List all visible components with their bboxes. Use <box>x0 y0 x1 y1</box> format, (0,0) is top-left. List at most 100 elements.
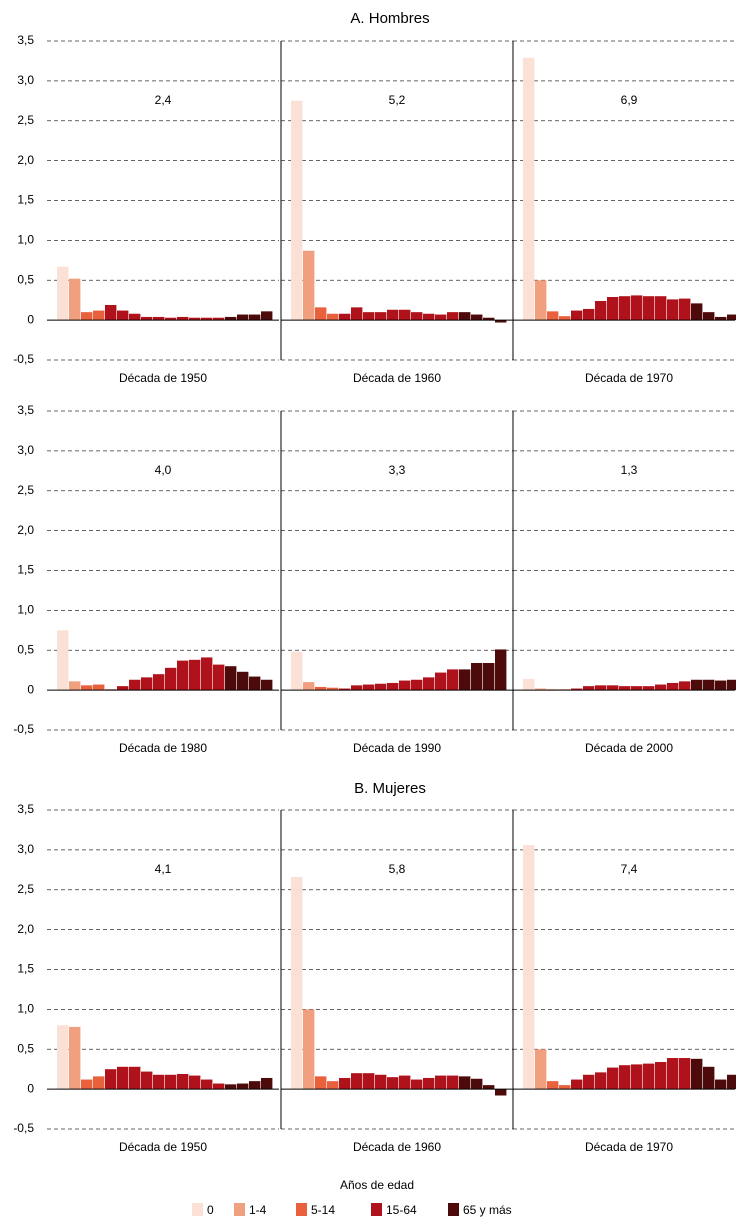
annotation: 6,9 <box>621 93 638 107</box>
y-tick-label: 1,5 <box>17 563 34 577</box>
bar <box>667 682 679 691</box>
bar <box>339 1077 351 1090</box>
bar <box>607 1067 619 1090</box>
bar <box>249 676 261 691</box>
legend-swatch <box>234 1203 245 1216</box>
bar <box>715 316 727 321</box>
annotation: 4,1 <box>155 862 172 876</box>
bar <box>363 684 375 691</box>
bar <box>619 686 631 691</box>
bar <box>571 1079 583 1090</box>
bar <box>571 310 583 321</box>
y-tick-label: 1,5 <box>17 193 34 207</box>
bar <box>423 1077 435 1090</box>
bar <box>81 312 93 321</box>
bar <box>523 678 535 691</box>
bar <box>81 1079 93 1090</box>
legend-label: 1-4 <box>249 1203 267 1217</box>
bar <box>715 680 727 691</box>
bar <box>643 1063 655 1090</box>
bar <box>201 317 213 321</box>
bar <box>643 686 655 691</box>
bar <box>189 659 201 691</box>
legend-label: 15-64 <box>386 1203 417 1217</box>
bar <box>631 295 643 321</box>
bar <box>327 687 339 691</box>
bar <box>595 685 607 691</box>
group-title: B. Mujeres <box>354 780 426 797</box>
y-tick-label: 2,5 <box>17 113 34 127</box>
bar <box>375 312 387 321</box>
bar <box>177 660 189 691</box>
bar <box>129 313 141 321</box>
bar <box>459 312 471 321</box>
bar <box>117 310 129 321</box>
y-tick-label: 0 <box>27 682 34 696</box>
bar <box>655 684 667 691</box>
bar <box>141 316 153 321</box>
bar <box>459 669 471 691</box>
bar <box>727 314 736 321</box>
bar <box>619 296 631 321</box>
bar <box>679 298 691 321</box>
bar <box>225 1084 237 1090</box>
bar <box>291 876 303 1090</box>
bar <box>679 1058 691 1090</box>
bar <box>655 1062 667 1090</box>
bar <box>363 1073 375 1090</box>
y-tick-label: 2,0 <box>17 153 34 167</box>
bar <box>57 1025 69 1090</box>
bar <box>303 1009 315 1090</box>
bar <box>447 669 459 691</box>
legend-label: 0 <box>207 1203 214 1217</box>
bar <box>303 682 315 691</box>
bar <box>261 679 273 691</box>
bar <box>327 313 339 321</box>
bar <box>655 296 667 321</box>
y-tick-label: 1,0 <box>17 603 34 617</box>
bar <box>189 317 201 321</box>
bar <box>303 250 315 321</box>
bar <box>225 316 237 321</box>
bar <box>81 685 93 691</box>
bar <box>141 1071 153 1090</box>
bar <box>583 1074 595 1090</box>
bar <box>643 296 655 321</box>
y-tick-label: 0,5 <box>17 642 34 656</box>
bar <box>667 1058 679 1090</box>
bar <box>249 1081 261 1090</box>
bar <box>153 316 165 321</box>
y-tick-label: 0 <box>27 312 34 326</box>
bar <box>495 1089 507 1096</box>
legend-label: 65 y más <box>463 1203 512 1217</box>
y-tick-label: -0,5 <box>13 352 34 366</box>
y-tick-label: 3,5 <box>17 802 34 816</box>
y-tick-label: 2,5 <box>17 882 34 896</box>
bar <box>471 314 483 321</box>
bar <box>69 1026 81 1090</box>
bar <box>399 680 411 691</box>
bar <box>237 671 249 691</box>
bar <box>117 1066 129 1090</box>
bar <box>691 303 703 321</box>
y-tick-label: 0,5 <box>17 1041 34 1055</box>
bar <box>201 657 213 691</box>
annotation: 5,8 <box>389 862 406 876</box>
annotation: 2,4 <box>155 93 172 107</box>
bar <box>165 1074 177 1090</box>
bar <box>679 681 691 691</box>
y-tick-label: 2,0 <box>17 523 34 537</box>
legend-swatch <box>296 1203 307 1216</box>
y-tick-label: 3,0 <box>17 73 34 87</box>
bar <box>315 686 327 691</box>
legend-title: Años de edad <box>340 1178 414 1192</box>
bar <box>483 1085 495 1090</box>
bar <box>57 266 69 321</box>
x-axis-label: Década de 1960 <box>353 1140 441 1154</box>
bar <box>237 1083 249 1090</box>
bar <box>703 312 715 321</box>
bar <box>351 307 363 321</box>
x-axis-label: Década de 1980 <box>119 741 207 755</box>
bar <box>583 686 595 691</box>
bar <box>399 1075 411 1090</box>
